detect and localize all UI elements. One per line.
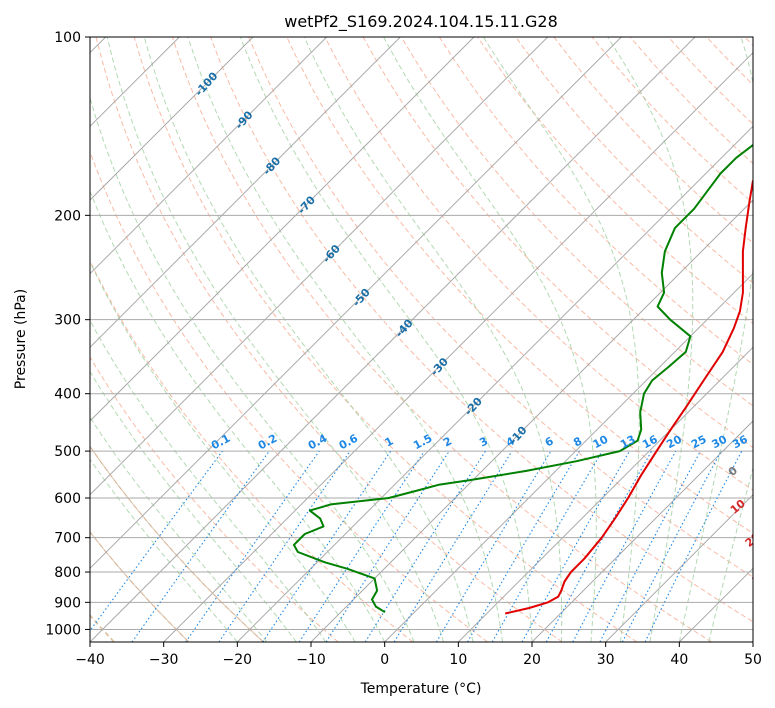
reference-adiabat-line xyxy=(90,445,264,642)
dry-adiabat-line xyxy=(210,37,753,623)
mixing-ratio-line xyxy=(218,450,351,642)
y-axis-label: Pressure (hPa) xyxy=(13,289,29,389)
mixing-ratio-line xyxy=(298,450,425,642)
y-tick-label: 500 xyxy=(54,444,81,460)
axis-ticks: −40 −30 −20 −10 0 10 20 30 40 50 100 200 300 400 500 60… xyxy=(45,30,762,668)
mixing-ratio-label: 10 xyxy=(591,432,611,451)
mixing-ratio-label: 30 xyxy=(710,433,730,452)
mixing-ratio-line xyxy=(262,450,392,642)
isotherm-line xyxy=(90,37,696,642)
x-tick-label: 0 xyxy=(380,652,389,668)
y-tick-label: 400 xyxy=(54,387,81,403)
y-tick-label: 100 xyxy=(54,30,81,46)
isotherm-line xyxy=(531,420,753,642)
y-tick-label: 600 xyxy=(54,491,81,507)
isotherm-line xyxy=(90,37,549,496)
isotherm-line xyxy=(310,199,753,642)
dry-adiabat-line xyxy=(438,37,753,366)
mixing-ratio-label: 36 xyxy=(730,433,750,452)
x-tick-label: −30 xyxy=(149,652,179,668)
moist-adiabat-line xyxy=(607,37,694,642)
dry-adiabat-line xyxy=(400,37,753,407)
isotherm-line xyxy=(90,37,401,349)
moist-adiabat-line xyxy=(90,458,238,642)
y-tick-label: 200 xyxy=(54,208,81,224)
moist-adiabat-line xyxy=(90,260,356,642)
moist-adiabat-line xyxy=(482,37,640,642)
mixing-ratio-label: 16 xyxy=(640,433,660,452)
moist-adiabat-line xyxy=(678,37,753,642)
isotherm-line xyxy=(236,125,753,642)
x-tick-label: 30 xyxy=(597,652,615,668)
y-tick-label: 1000 xyxy=(45,622,81,638)
chart-title: wetPf2_S169.2024.104.15.11.G28 xyxy=(284,12,558,32)
isotherm-line xyxy=(163,51,753,642)
y-tick-label: 300 xyxy=(54,313,81,329)
mixing-ratio-line xyxy=(131,450,270,642)
x-tick-label: 40 xyxy=(670,652,688,668)
y-tick-label: 800 xyxy=(54,565,81,581)
moist-adiabat-line xyxy=(383,37,597,642)
profile-lines xyxy=(292,143,753,615)
mixing-ratio-label: 25 xyxy=(689,433,709,452)
moist-adiabat-line xyxy=(303,37,563,642)
isotherm-line xyxy=(90,37,254,201)
x-tick-label: 10 xyxy=(449,652,467,668)
moist-adiabat-line xyxy=(708,466,753,642)
mixing-ratio-line xyxy=(185,450,320,642)
dry-adiabat-line xyxy=(248,37,753,578)
mixing-ratio-line xyxy=(90,450,223,632)
moist-adiabat-line xyxy=(106,37,445,642)
mixing-ratio-line xyxy=(545,450,653,642)
isotherm-line xyxy=(90,37,475,422)
y-tick-label: 700 xyxy=(54,531,81,547)
mixing-ratio-line xyxy=(644,450,743,642)
temperature-line xyxy=(504,179,753,615)
dry-adiabat-line xyxy=(133,37,638,642)
moist-adiabat-line xyxy=(90,416,268,642)
dry-adiabat-line xyxy=(171,37,712,642)
x-tick-label: −20 xyxy=(223,652,253,668)
x-tick-label: −40 xyxy=(75,652,105,668)
x-tick-label: 50 xyxy=(744,652,762,668)
mixing-ratio-line xyxy=(393,450,513,642)
mixing-ratio-line xyxy=(572,450,677,642)
mixing-ratio-line xyxy=(325,450,450,642)
dry-adiabat-line xyxy=(515,37,753,284)
moist-adiabat-line xyxy=(90,319,327,642)
x-tick-label: −10 xyxy=(296,652,326,668)
isotherm-line xyxy=(384,272,753,642)
reference-adiabat-line xyxy=(90,531,190,642)
x-tick-label: 20 xyxy=(523,652,541,668)
isotherm-line xyxy=(605,493,753,642)
moist-adiabat-line xyxy=(143,37,474,642)
mixing-ratio-label: 20 xyxy=(664,432,684,451)
moist-adiabat-line xyxy=(90,189,386,642)
plot-frame xyxy=(89,36,754,643)
moist-adiabat-label: 20 xyxy=(743,530,763,550)
dewpoint-line xyxy=(292,143,753,614)
y-tick-label: 900 xyxy=(54,595,81,611)
moist-adiabat-line xyxy=(187,37,503,642)
isotherm-line xyxy=(457,346,753,642)
moist-adiabat-line xyxy=(239,37,533,642)
background-lines xyxy=(90,37,753,642)
dry-adiabat-line xyxy=(90,356,339,642)
dry-adiabat-line xyxy=(95,37,563,642)
dry-adiabat-line xyxy=(90,150,488,642)
isotherm-line xyxy=(90,37,328,275)
mixing-ratio-label: 13 xyxy=(618,433,638,452)
isotherm-line xyxy=(90,37,622,570)
moist-adiabat-label: 30 xyxy=(750,567,770,587)
mixing-ratio-line xyxy=(521,450,630,642)
x-axis-label: Temperature (°C) xyxy=(360,681,482,697)
